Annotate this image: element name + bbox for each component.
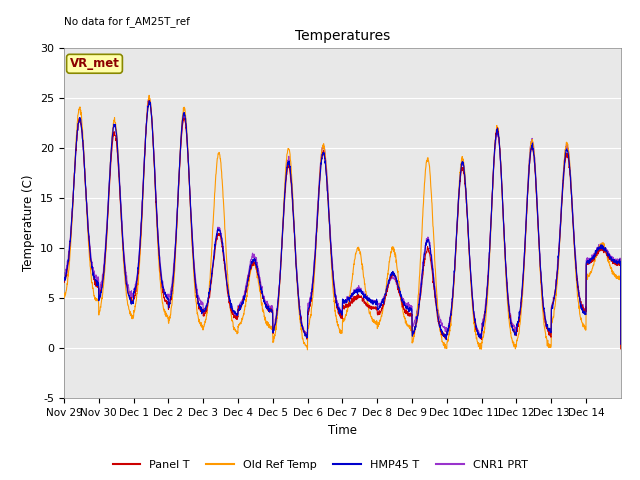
Old Ref Temp [609,271,617,277]
Old Ref Temp [116,182,124,188]
CNR1 PRT [116,179,124,185]
Panel T [145,97,153,103]
Panel T [617,346,625,352]
Panel T [376,309,384,314]
CNR1 PRT [609,255,617,261]
CNR1 PRT [376,303,384,309]
Panel T [510,330,518,336]
Panel T [609,260,617,266]
Text: No data for f_AM25T_ref: No data for f_AM25T_ref [64,16,190,27]
CNR1 PRT [60,272,68,278]
HMP45 T [617,341,625,347]
HMP45 T [376,303,384,309]
CNR1 PRT [236,301,244,307]
Old Ref Temp [303,347,311,353]
CNR1 PRT [542,319,550,325]
X-axis label: Time: Time [328,424,357,437]
CNR1 PRT [510,323,518,329]
Title: Temperatures: Temperatures [295,29,390,43]
Legend: Panel T, Old Ref Temp, HMP45 T, CNR1 PRT: Panel T, Old Ref Temp, HMP45 T, CNR1 PRT [108,456,532,474]
HMP45 T [542,317,550,323]
Old Ref Temp [145,93,153,98]
Panel T [236,304,244,310]
HMP45 T [510,329,518,335]
HMP45 T [609,258,617,264]
Line: CNR1 PRT: CNR1 PRT [64,98,621,345]
Line: HMP45 T: HMP45 T [64,101,621,344]
Old Ref Temp [236,320,244,326]
CNR1 PRT [145,95,153,101]
HMP45 T [236,306,244,312]
HMP45 T [116,182,124,188]
Line: Old Ref Temp: Old Ref Temp [64,96,621,350]
Line: Panel T: Panel T [64,100,621,349]
HMP45 T [60,276,68,282]
Old Ref Temp [60,295,68,300]
Old Ref Temp [511,342,518,348]
Old Ref Temp [542,335,550,340]
Old Ref Temp [617,345,625,351]
Panel T [542,320,550,325]
Panel T [60,279,68,285]
HMP45 T [145,98,153,104]
Text: VR_met: VR_met [70,57,120,70]
Old Ref Temp [376,318,384,324]
Y-axis label: Temperature (C): Temperature (C) [22,175,35,272]
Panel T [116,185,124,191]
CNR1 PRT [617,342,625,348]
